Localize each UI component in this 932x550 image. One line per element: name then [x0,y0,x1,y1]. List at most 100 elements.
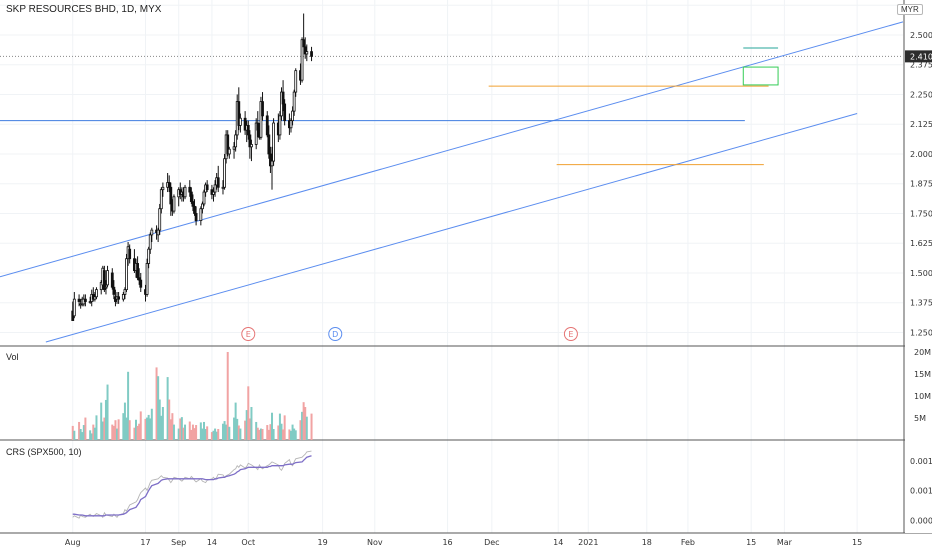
time-axis[interactable]: Aug 17 Sep 14 Oct 19 Nov 16 Dec 14 2021 18 Feb 15 Mar 1… [65,538,862,547]
candle [167,175,171,193]
volume-bar [155,367,158,440]
volume-bar [294,430,297,440]
candle [199,206,203,226]
candle [250,139,253,162]
candle [106,265,109,288]
candle [291,106,294,126]
candle [148,232,152,254]
candle [201,201,204,214]
target-box[interactable] [742,66,779,86]
volume-tick-label: 15M [914,370,931,379]
volume-bar [100,402,103,440]
event-marker-e[interactable]: E [563,327,578,341]
volume-bar [172,424,175,440]
candle [270,146,274,190]
candle [104,280,108,295]
candle [191,194,195,212]
volume-bar [122,413,125,440]
candle [265,111,269,138]
channel-lower-line[interactable] [45,113,858,343]
volume-bar [117,419,120,440]
volume-bar [179,418,182,440]
price-tick-label: 1.750 [910,209,932,218]
candle [139,272,143,293]
volume-bar [293,428,296,440]
volume-bar [261,429,264,440]
volume-bar [104,399,107,440]
candle [269,146,272,173]
event-marker-d[interactable]: D [328,327,343,341]
volume-bar [250,407,253,440]
candle [112,280,116,300]
candle [72,292,76,319]
price-tick-label: 1.625 [910,239,932,248]
volume-bar [161,407,164,440]
volume-bar [223,421,226,440]
volume-bar [177,428,180,440]
candle [254,118,258,150]
volume-bar [184,424,187,440]
candle [189,187,193,204]
volume-bar [157,376,160,440]
volume-bar [150,408,153,440]
time-tick-label: Mar [777,538,793,547]
candle [77,294,81,307]
time-tick-label: 14 [553,538,563,547]
candle [238,113,242,133]
volume-bar [259,428,262,440]
last-price-label: 2.410 [910,52,932,61]
candle [110,268,114,290]
candle [305,44,309,62]
candle [272,118,275,166]
candle [227,146,231,159]
price-tick-label: 1.250 [910,328,932,337]
volume-axis: 20M 15M 10M 5M [914,348,931,423]
volume-bar [90,433,93,440]
chart-title: SKP RESOURCES BHD, 1D, MYX [6,4,162,15]
volume-bar [147,414,150,440]
volume-bar [233,417,236,440]
candle [283,99,287,126]
time-tick-label: 16 [442,538,452,547]
candle [212,187,215,202]
volume-bar [92,424,95,440]
volume-bar [95,415,98,440]
candles [71,13,313,321]
candle [93,292,97,302]
candle [128,244,132,264]
candle [294,68,298,97]
price-tick-label: 2.000 [910,150,932,159]
price-axis[interactable]: 2.500 2.375 2.250 2.125 2.000 1.875 1.750 1.625… [905,0,932,533]
candle [202,189,206,207]
volume-bar [133,427,136,440]
volume-bar [182,427,185,440]
volume-bar [166,377,169,440]
candle [158,203,162,235]
volume-bar [138,423,141,440]
volume-bar [267,429,270,440]
volume-tick-label: 20M [914,348,931,357]
volume-bar [301,411,304,440]
time-tick-label: Aug [65,538,81,547]
candle [248,130,252,159]
volume-bar [234,402,237,440]
volume-bar [71,425,74,440]
currency-badge[interactable]: MYR [897,4,923,15]
volume-bar [168,399,171,440]
volume-bar [101,421,104,440]
candle [261,92,264,121]
event-marker-e[interactable]: E [241,327,256,341]
volume-bar [160,415,163,440]
volume-bar [266,425,269,440]
volume-tick-label: 10M [914,392,931,401]
volume-bar [195,425,198,440]
candle [125,253,128,293]
candle [172,194,176,214]
candle [232,142,236,159]
candle [150,227,154,243]
volume-bar [114,420,117,440]
volume-bar [269,424,272,440]
candle [226,130,230,157]
volume-bar [125,417,128,440]
